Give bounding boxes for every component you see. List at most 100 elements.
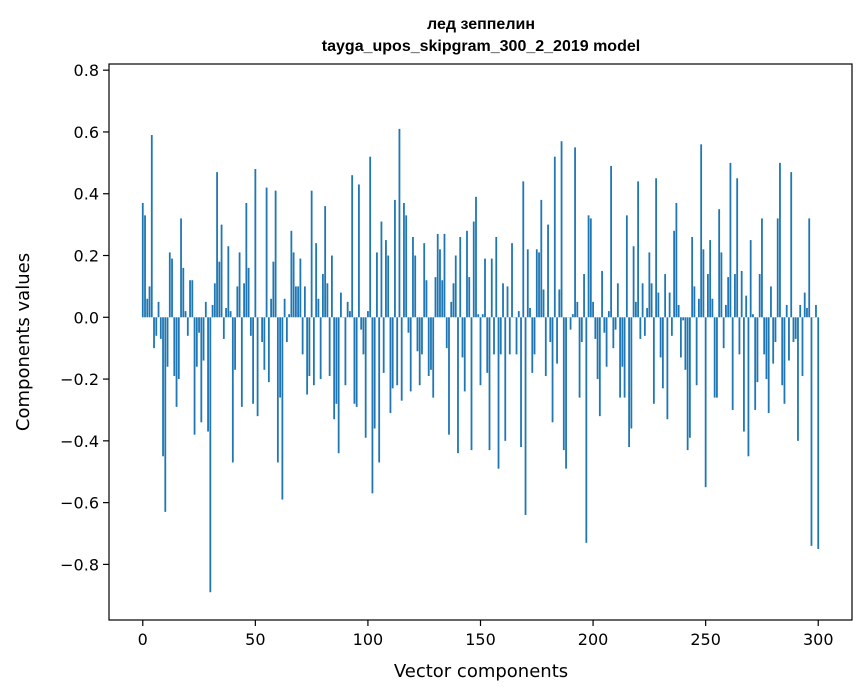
bar bbox=[389, 317, 392, 414]
bar bbox=[263, 317, 266, 370]
bar bbox=[299, 258, 302, 318]
bar bbox=[171, 258, 173, 318]
bar bbox=[594, 317, 597, 339]
bar bbox=[538, 252, 540, 318]
bar bbox=[688, 317, 691, 438]
bar bbox=[337, 317, 340, 454]
bar bbox=[328, 317, 331, 376]
bar bbox=[351, 175, 354, 318]
bar bbox=[317, 298, 320, 318]
bar bbox=[659, 317, 662, 358]
bar bbox=[529, 308, 531, 318]
y-tick-label: 0.6 bbox=[74, 123, 99, 142]
bar bbox=[369, 156, 372, 318]
bar bbox=[666, 317, 669, 420]
bar bbox=[607, 311, 610, 318]
bar bbox=[398, 128, 401, 318]
bar bbox=[265, 187, 268, 318]
bar bbox=[405, 215, 408, 318]
bar bbox=[637, 181, 640, 318]
bar bbox=[625, 215, 628, 318]
bar bbox=[220, 224, 223, 318]
bar bbox=[745, 295, 748, 318]
bar bbox=[164, 317, 167, 512]
bar bbox=[547, 224, 549, 318]
bar bbox=[749, 240, 752, 318]
bar bbox=[157, 301, 160, 318]
bar bbox=[182, 267, 185, 318]
bar bbox=[806, 308, 808, 318]
x-tick-label: 100 bbox=[353, 630, 384, 649]
bar bbox=[740, 270, 743, 318]
bar bbox=[443, 233, 446, 318]
bar bbox=[716, 317, 718, 398]
bar bbox=[362, 317, 365, 355]
bar bbox=[702, 249, 705, 318]
bar bbox=[670, 317, 673, 336]
bar bbox=[202, 317, 205, 361]
bar bbox=[324, 206, 327, 318]
y-tick-label: −0.4 bbox=[60, 432, 99, 451]
bar bbox=[461, 317, 464, 358]
bar bbox=[308, 317, 311, 376]
bar bbox=[270, 298, 273, 318]
bar bbox=[506, 286, 509, 318]
bar bbox=[565, 317, 567, 469]
bar bbox=[166, 317, 169, 367]
bar bbox=[808, 218, 811, 318]
bar bbox=[551, 317, 554, 423]
bar bbox=[225, 308, 227, 318]
bar bbox=[276, 317, 279, 463]
bar bbox=[592, 301, 594, 318]
bar bbox=[454, 255, 457, 318]
bar bbox=[668, 292, 671, 318]
bar bbox=[718, 209, 721, 318]
bar bbox=[355, 317, 358, 407]
bar bbox=[403, 203, 405, 318]
bar bbox=[497, 317, 500, 469]
bar bbox=[697, 298, 700, 318]
bar bbox=[632, 246, 635, 318]
bar bbox=[450, 301, 453, 318]
bar bbox=[457, 317, 459, 454]
bar bbox=[558, 289, 561, 318]
bar bbox=[204, 301, 207, 318]
chart-title: лед зеппелин bbox=[427, 16, 535, 33]
bar bbox=[231, 317, 234, 463]
bar bbox=[578, 317, 581, 398]
x-axis: 0 50 100 150 200 250 300 bbox=[138, 620, 834, 649]
bar bbox=[601, 270, 603, 318]
bar bbox=[177, 317, 180, 380]
bar bbox=[747, 317, 750, 457]
bar bbox=[360, 317, 363, 330]
bar bbox=[524, 317, 527, 515]
bar bbox=[211, 304, 214, 318]
bar bbox=[508, 317, 511, 355]
bar bbox=[752, 314, 754, 318]
bar bbox=[168, 252, 171, 318]
bar bbox=[416, 317, 419, 352]
bar bbox=[434, 277, 437, 318]
bar bbox=[445, 317, 448, 349]
bar bbox=[344, 317, 347, 386]
bar bbox=[207, 317, 209, 432]
bar bbox=[144, 215, 146, 318]
bar bbox=[574, 147, 576, 318]
bar bbox=[358, 184, 360, 318]
bar bbox=[675, 203, 678, 318]
bar bbox=[427, 317, 430, 376]
bar bbox=[709, 240, 712, 318]
bar bbox=[725, 304, 727, 318]
bar bbox=[319, 317, 322, 380]
bar bbox=[643, 317, 646, 336]
bar bbox=[150, 135, 153, 318]
bar bbox=[792, 317, 795, 342]
bar bbox=[200, 317, 203, 423]
bar bbox=[797, 317, 799, 441]
x-tick-label: 50 bbox=[245, 630, 265, 649]
bar bbox=[439, 249, 441, 318]
bar bbox=[693, 286, 696, 318]
y-tick-label: 0.8 bbox=[74, 61, 99, 80]
bar bbox=[520, 317, 522, 448]
bar bbox=[267, 317, 270, 383]
